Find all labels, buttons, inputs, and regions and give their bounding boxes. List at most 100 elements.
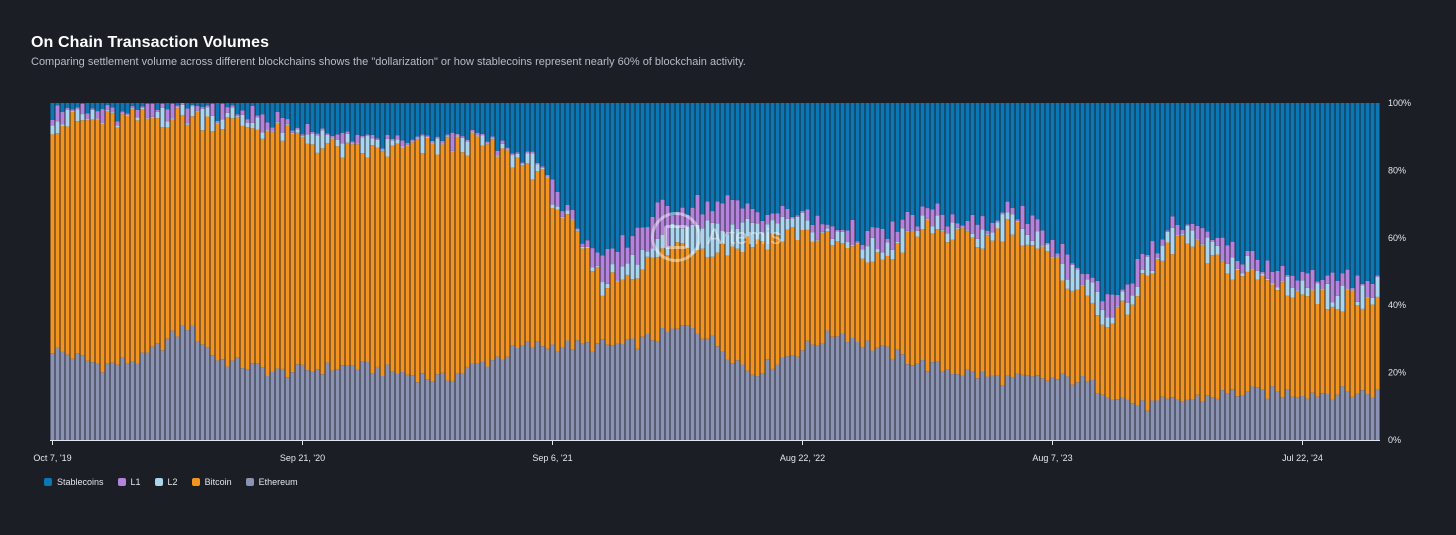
bar-segment-bitcoin[interactable] bbox=[1320, 289, 1325, 394]
bar-segment-bitcoin[interactable] bbox=[95, 119, 100, 364]
bar-segment-bitcoin[interactable] bbox=[170, 119, 175, 331]
bar-segment-stablecoins[interactable] bbox=[710, 103, 715, 212]
bar-segment-stablecoins[interactable] bbox=[440, 103, 445, 141]
bar-segment-l2[interactable] bbox=[770, 220, 775, 234]
bar-segment-ethereum[interactable] bbox=[980, 371, 985, 440]
bar-segment-ethereum[interactable] bbox=[580, 343, 585, 440]
bar-segment-ethereum[interactable] bbox=[1135, 405, 1140, 440]
bar-segment-stablecoins[interactable] bbox=[1090, 103, 1095, 278]
bar-segment-ethereum[interactable] bbox=[670, 328, 675, 441]
bar-segment-l1[interactable] bbox=[1265, 260, 1270, 279]
bar-segment-l1[interactable] bbox=[310, 131, 315, 134]
bar-segment-bitcoin[interactable] bbox=[1280, 282, 1285, 398]
bar-segment-l2[interactable] bbox=[275, 121, 280, 123]
bar-segment-stablecoins[interactable] bbox=[1020, 103, 1025, 206]
bar-segment-l1[interactable] bbox=[965, 220, 970, 231]
bar-segment-ethereum[interactable] bbox=[120, 357, 125, 440]
bar-segment-bitcoin[interactable] bbox=[355, 144, 360, 370]
bar-segment-l1[interactable] bbox=[1310, 269, 1315, 290]
bar-segment-l2[interactable] bbox=[525, 153, 530, 164]
bar-segment-bitcoin[interactable] bbox=[275, 122, 280, 369]
bar-segment-stablecoins[interactable] bbox=[1235, 103, 1240, 261]
bar-segment-l1[interactable] bbox=[1255, 259, 1260, 271]
bar-segment-bitcoin[interactable] bbox=[1225, 273, 1230, 394]
bar-segment-stablecoins[interactable] bbox=[340, 103, 345, 133]
bar-segment-l2[interactable] bbox=[310, 133, 315, 145]
bar-segment-l1[interactable] bbox=[815, 215, 820, 240]
bar-segment-l2[interactable] bbox=[555, 206, 560, 210]
bar-segment-l1[interactable] bbox=[745, 203, 750, 219]
bar-segment-ethereum[interactable] bbox=[695, 333, 700, 441]
bar-segment-l2[interactable] bbox=[95, 118, 100, 120]
bar-segment-l1[interactable] bbox=[780, 205, 785, 217]
bar-segment-stablecoins[interactable] bbox=[1355, 103, 1360, 276]
bar-segment-stablecoins[interactable] bbox=[150, 103, 155, 104]
bar-segment-ethereum[interactable] bbox=[310, 371, 315, 440]
bar-segment-ethereum[interactable] bbox=[965, 369, 970, 440]
bar-segment-stablecoins[interactable] bbox=[225, 103, 230, 108]
bar-segment-l2[interactable] bbox=[1050, 256, 1055, 258]
bar-segment-l1[interactable] bbox=[1050, 239, 1055, 257]
bar-segment-bitcoin[interactable] bbox=[1315, 304, 1320, 397]
bar-segment-ethereum[interactable] bbox=[690, 328, 695, 440]
bar-segment-l1[interactable] bbox=[520, 162, 525, 165]
bar-segment-bitcoin[interactable] bbox=[665, 255, 670, 332]
bar-segment-stablecoins[interactable] bbox=[1295, 103, 1300, 281]
bar-segment-stablecoins[interactable] bbox=[1225, 103, 1230, 246]
bar-segment-l1[interactable] bbox=[215, 120, 220, 123]
bar-segment-bitcoin[interactable] bbox=[795, 239, 800, 357]
bar-segment-l1[interactable] bbox=[790, 216, 795, 219]
bar-segment-ethereum[interactable] bbox=[205, 347, 210, 440]
bar-segment-stablecoins[interactable] bbox=[900, 103, 905, 220]
bar-segment-stablecoins[interactable] bbox=[950, 103, 955, 215]
bar-segment-stablecoins[interactable] bbox=[140, 103, 145, 107]
bar-segment-l2[interactable] bbox=[945, 233, 950, 243]
bar-segment-bitcoin[interactable] bbox=[585, 248, 590, 343]
bar-segment-l1[interactable] bbox=[1155, 253, 1160, 259]
bar-segment-stablecoins[interactable] bbox=[235, 103, 240, 115]
bar-segment-l2[interactable] bbox=[1115, 306, 1120, 308]
bar-segment-bitcoin[interactable] bbox=[705, 256, 710, 339]
bar-segment-l2[interactable] bbox=[520, 164, 525, 166]
bar-segment-l2[interactable] bbox=[1350, 289, 1355, 291]
bar-segment-l1[interactable] bbox=[700, 214, 705, 229]
bar-segment-l2[interactable] bbox=[205, 107, 210, 117]
bar-segment-stablecoins[interactable] bbox=[185, 103, 190, 109]
bar-segment-ethereum[interactable] bbox=[955, 374, 960, 440]
bar-segment-ethereum[interactable] bbox=[1150, 400, 1155, 440]
bar-segment-ethereum[interactable] bbox=[1370, 397, 1375, 440]
bar-segment-ethereum[interactable] bbox=[1240, 395, 1245, 440]
bar-segment-l1[interactable] bbox=[720, 203, 725, 231]
bar-segment-stablecoins[interactable] bbox=[1310, 103, 1315, 270]
bar-segment-bitcoin[interactable] bbox=[420, 153, 425, 374]
bar-segment-l2[interactable] bbox=[295, 129, 300, 133]
bar-segment-bitcoin[interactable] bbox=[575, 231, 580, 341]
bar-segment-l2[interactable] bbox=[775, 223, 780, 236]
bar-segment-bitcoin[interactable] bbox=[400, 147, 405, 373]
bar-segment-ethereum[interactable] bbox=[575, 340, 580, 440]
bar-segment-bitcoin[interactable] bbox=[1275, 290, 1280, 392]
bar-segment-l2[interactable] bbox=[1315, 283, 1320, 305]
bar-segment-l2[interactable] bbox=[370, 138, 375, 146]
bar-segment-bitcoin[interactable] bbox=[1255, 279, 1260, 388]
bar-segment-l1[interactable] bbox=[825, 224, 830, 229]
bar-segment-l1[interactable] bbox=[685, 214, 690, 227]
bar-segment-l2[interactable] bbox=[510, 155, 515, 168]
bar-segment-stablecoins[interactable] bbox=[1255, 103, 1260, 260]
bar-segment-stablecoins[interactable] bbox=[1055, 103, 1060, 254]
bar-segment-stablecoins[interactable] bbox=[335, 103, 340, 135]
bar-segment-l2[interactable] bbox=[670, 223, 675, 247]
bar-segment-l2[interactable] bbox=[1150, 270, 1155, 274]
bar-segment-l2[interactable] bbox=[1185, 226, 1190, 244]
bar-segment-l1[interactable] bbox=[100, 109, 105, 123]
bar-segment-l2[interactable] bbox=[600, 282, 605, 296]
bar-segment-stablecoins[interactable] bbox=[465, 103, 470, 140]
bar-segment-bitcoin[interactable] bbox=[675, 242, 680, 329]
bar-segment-l1[interactable] bbox=[760, 220, 765, 233]
bar-segment-l2[interactable] bbox=[865, 246, 870, 263]
bar-segment-bitcoin[interactable] bbox=[660, 248, 665, 329]
bar-segment-l2[interactable] bbox=[360, 137, 365, 154]
bar-segment-l2[interactable] bbox=[1255, 270, 1260, 280]
bar-segment-l2[interactable] bbox=[860, 249, 865, 259]
bar-segment-stablecoins[interactable] bbox=[915, 103, 920, 227]
